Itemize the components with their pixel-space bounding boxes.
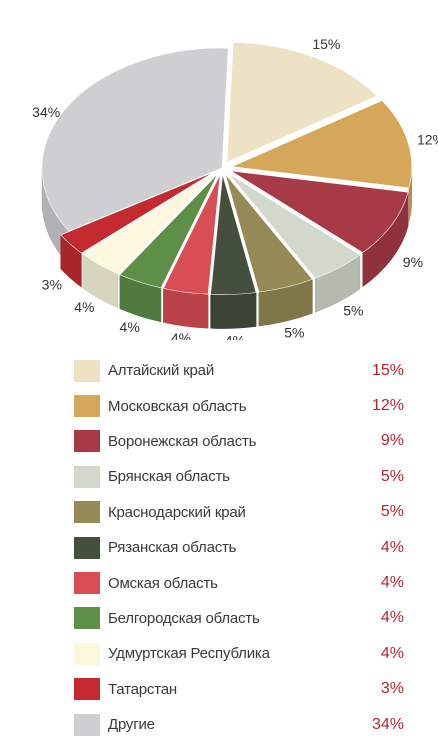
- legend-label: Удмуртская Республика: [108, 645, 270, 663]
- pie-slice-side: [163, 288, 209, 329]
- legend-value: 12%: [371, 397, 404, 415]
- slice-value-label: 5%: [343, 303, 363, 319]
- pie-slice: [227, 172, 361, 279]
- pie-labels: 15% 12% 9% 5% 5% 4% 4% 4% 4% 3% 34%: [32, 36, 438, 340]
- legend-value: 34%: [371, 715, 404, 733]
- legend-value: 4%: [380, 538, 404, 556]
- legend-value: 4%: [380, 574, 404, 592]
- legend-swatch: [74, 642, 100, 665]
- pie-slice: [225, 174, 313, 293]
- slice-value-label: 4%: [120, 319, 140, 335]
- legend-value: 4%: [380, 644, 404, 662]
- pie-slice: [230, 100, 413, 189]
- legend-label: Алтайский край: [108, 362, 214, 380]
- legend-value: 9%: [380, 432, 404, 450]
- pie-slice-side: [210, 292, 257, 329]
- legend-label: Татарстан: [108, 680, 177, 698]
- legend-item: Рязанская область 4%: [74, 530, 404, 565]
- legend-item: Алтайский край 15%: [74, 353, 404, 388]
- legend-label: Московская область: [108, 397, 247, 415]
- pie-sides: [41, 166, 413, 329]
- legend-value: 5%: [380, 503, 404, 521]
- legend-swatch: [74, 572, 100, 595]
- legend-label: Воронежская область: [108, 432, 257, 450]
- legend-item: Брянская область 5%: [74, 459, 404, 494]
- legend-swatch: [74, 395, 100, 418]
- legend-label: Брянская область: [108, 468, 230, 486]
- legend-value: 3%: [380, 680, 404, 698]
- legend-label: Омская область: [108, 574, 218, 592]
- legend-value: 5%: [380, 467, 404, 485]
- slice-value-label: 3%: [42, 276, 62, 292]
- pie-slice: [82, 172, 216, 275]
- slice-value-label: 4%: [225, 333, 245, 340]
- legend-label: Рязанская область: [108, 539, 237, 557]
- slice-value-label: 4%: [74, 299, 94, 315]
- legend-label: Краснодарский край: [108, 503, 246, 521]
- pie-slice: [210, 174, 257, 295]
- legend: Алтайский край 15% Московская область 12% Во…: [74, 353, 404, 742]
- slice-value-label: 34%: [32, 104, 60, 120]
- legend-item: Московская область 12%: [74, 388, 404, 423]
- pie-slice: [41, 47, 229, 232]
- pie-slice: [226, 42, 378, 163]
- legend-swatch: [74, 359, 100, 382]
- legend-label: Белгородская область: [108, 609, 260, 627]
- legend-item: Воронежская область 9%: [74, 424, 404, 459]
- slice-value-label: 4%: [171, 330, 191, 340]
- pie-tops: [41, 42, 413, 295]
- legend-swatch: [74, 607, 100, 630]
- slice-value-label: 12%: [417, 131, 438, 147]
- slice-value-label: 9%: [403, 254, 423, 270]
- legend-swatch: [74, 678, 100, 701]
- legend-label: Другие: [108, 716, 155, 734]
- pie-chart: 15% 12% 9% 5% 5% 4% 4% 4% 4% 3% 34%: [32, 36, 438, 340]
- legend-item: Удмуртская Республика 4%: [74, 636, 404, 671]
- legend-item: Краснодарский край 5%: [74, 495, 404, 530]
- legend-swatch: [74, 430, 100, 453]
- slice-value-label: 5%: [284, 324, 304, 340]
- slice-value-label: 15%: [312, 36, 340, 52]
- legend-swatch: [74, 465, 100, 488]
- legend-value: 15%: [371, 361, 404, 379]
- legend-swatch: [74, 501, 100, 524]
- pie-slice: [230, 170, 409, 254]
- legend-item: Омская область 4%: [74, 565, 404, 600]
- legend-swatch: [74, 713, 100, 736]
- legend-swatch: [74, 536, 100, 559]
- pie-slice: [60, 171, 215, 254]
- legend-item: Белгородская область 4%: [74, 601, 404, 636]
- pie-slice: [119, 173, 218, 289]
- legend-value: 4%: [380, 609, 404, 627]
- legend-item: Татарстан 3%: [74, 672, 404, 707]
- pie-slice: [162, 174, 221, 295]
- legend-item: Другие 34%: [74, 707, 404, 742]
